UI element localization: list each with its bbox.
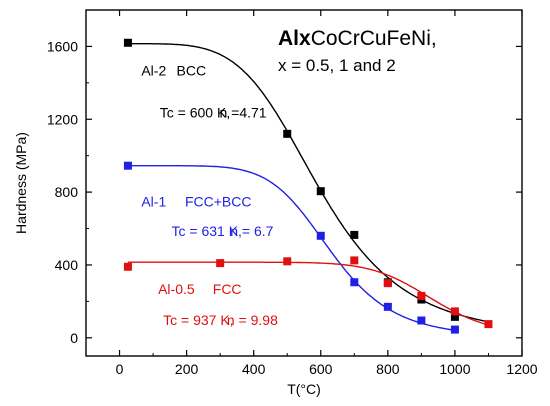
data-point [450, 307, 459, 316]
series-annotation: n = 6.7 [230, 223, 273, 239]
y-tick-label: 1200 [47, 111, 78, 127]
y-tick-label: 1600 [47, 38, 78, 54]
fit-curve [127, 43, 489, 323]
y-tick-label: 800 [55, 184, 79, 200]
x-tick-label: 400 [242, 361, 266, 377]
chart-title: AlxCoCrCuFeNi, [278, 27, 437, 50]
data-point [216, 259, 225, 268]
y-tick-label: 400 [55, 257, 79, 273]
data-point [450, 325, 459, 334]
series-annotation: n =4.71 [219, 104, 266, 120]
series-annotation: n = 9.98 [227, 312, 278, 328]
plot-frame [85, 9, 523, 357]
data-point [417, 316, 426, 325]
y-tick-label: 0 [70, 330, 78, 346]
data-point [123, 38, 132, 47]
series-annotation: FCC [213, 281, 242, 297]
x-tick-label: 1000 [439, 361, 470, 377]
series-annotation: Al-1 [141, 194, 166, 210]
x-tick-label: 0 [116, 361, 124, 377]
x-tick-label: 1200 [506, 361, 537, 377]
data-point [350, 256, 359, 265]
chart-title-rest: CoCrCuFeNi, [311, 27, 437, 50]
fit-curves [127, 43, 489, 331]
x-axis-title: T(°C) [287, 381, 321, 397]
data-points [123, 38, 493, 334]
data-point [350, 278, 359, 287]
data-point [283, 129, 292, 138]
data-point [383, 302, 392, 311]
series-annotation: BCC [177, 63, 207, 79]
series-annotation: Tc = 600 K, [160, 104, 230, 120]
fit-curve [127, 165, 456, 331]
data-point [123, 161, 132, 170]
series-annotation: Tc = 937 K, [163, 312, 233, 328]
annotations: Al-2 BCC Tc = 600 K,n =4.71 Al-1 FCC+BCC Tc =… [141, 63, 278, 328]
axis-ticks: 0 200 400 600 800 1000 1200 0 400 800 1200 1600 [47, 9, 538, 377]
data-point [350, 230, 359, 239]
data-point [316, 187, 325, 196]
chart-title-bold: Alx [278, 27, 311, 50]
x-tick-label: 600 [309, 361, 333, 377]
fit-curve [127, 261, 489, 326]
series-annotation: FCC+BCC [185, 194, 252, 210]
y-axis-title: Hardness (MPa) [13, 132, 29, 234]
series-annotation: Tc = 631 K, [172, 223, 242, 239]
chart-subtitle: x = 0.5, 1 and 2 [278, 56, 396, 75]
x-tick-label: 800 [376, 361, 400, 377]
data-point [450, 312, 459, 321]
data-point [123, 262, 132, 271]
series-annotation: Al-2 [141, 63, 166, 79]
data-point [484, 320, 493, 329]
data-point [316, 231, 325, 240]
x-tick-label: 200 [175, 361, 199, 377]
data-point [417, 291, 426, 300]
data-point [283, 257, 292, 266]
data-point [383, 279, 392, 288]
series-annotation: Al-0.5 [158, 281, 195, 297]
